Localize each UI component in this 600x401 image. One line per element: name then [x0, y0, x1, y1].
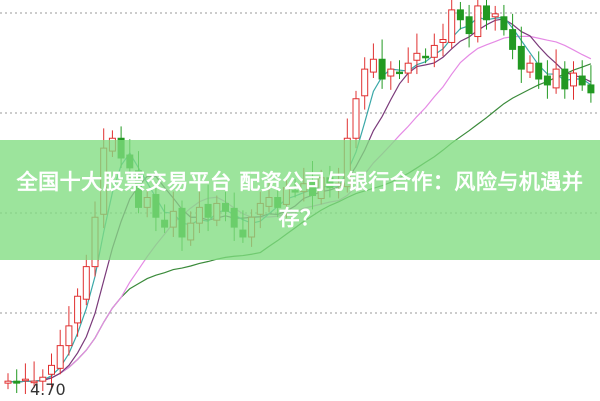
- candle-body: [352, 98, 360, 139]
- candle-body: [509, 29, 517, 50]
- title-banner: 全国十大股票交易平台 配资公司与银行合作：风险与机遇并存？: [0, 140, 600, 260]
- candle-body: [413, 52, 421, 61]
- candle-body: [526, 62, 534, 73]
- candle-body: [369, 58, 377, 73]
- candle-body: [56, 345, 64, 369]
- candle-body: [74, 295, 82, 324]
- candle-body: [570, 72, 577, 87]
- candle-body: [578, 75, 586, 86]
- candle-body: [21, 378, 29, 382]
- candle-body: [39, 376, 47, 382]
- candle-body: [491, 13, 499, 18]
- candle-body: [517, 45, 525, 70]
- candle-body: [30, 380, 38, 384]
- candle-body: [500, 16, 508, 31]
- candle-body: [587, 84, 595, 94]
- candle-body: [48, 364, 55, 375]
- candle-body: [4, 380, 12, 384]
- candle-body: [465, 16, 473, 35]
- candle-body: [422, 55, 430, 59]
- candle-body: [13, 380, 21, 384]
- candle-body: [535, 62, 543, 80]
- candle-body: [552, 68, 560, 89]
- candle-body: [474, 5, 482, 38]
- article-title: 全国十大股票交易平台 配资公司与银行合作：风险与机遇并存？: [16, 170, 584, 230]
- candle-body: [65, 325, 73, 347]
- candle-body: [483, 5, 490, 21]
- candle-body: [82, 266, 90, 300]
- candle-body: [448, 9, 456, 43]
- candle-body: [561, 68, 569, 90]
- candle-body: [378, 58, 386, 80]
- candle-body: [430, 44, 438, 58]
- candle-body: [387, 68, 395, 77]
- candle-body: [396, 71, 403, 75]
- candle-body: [361, 68, 369, 97]
- candle-body: [404, 62, 412, 74]
- candle-body: [456, 9, 464, 21]
- price-label: 4.70: [30, 380, 66, 399]
- candle-body: [439, 39, 447, 43]
- candle-body: [543, 75, 551, 86]
